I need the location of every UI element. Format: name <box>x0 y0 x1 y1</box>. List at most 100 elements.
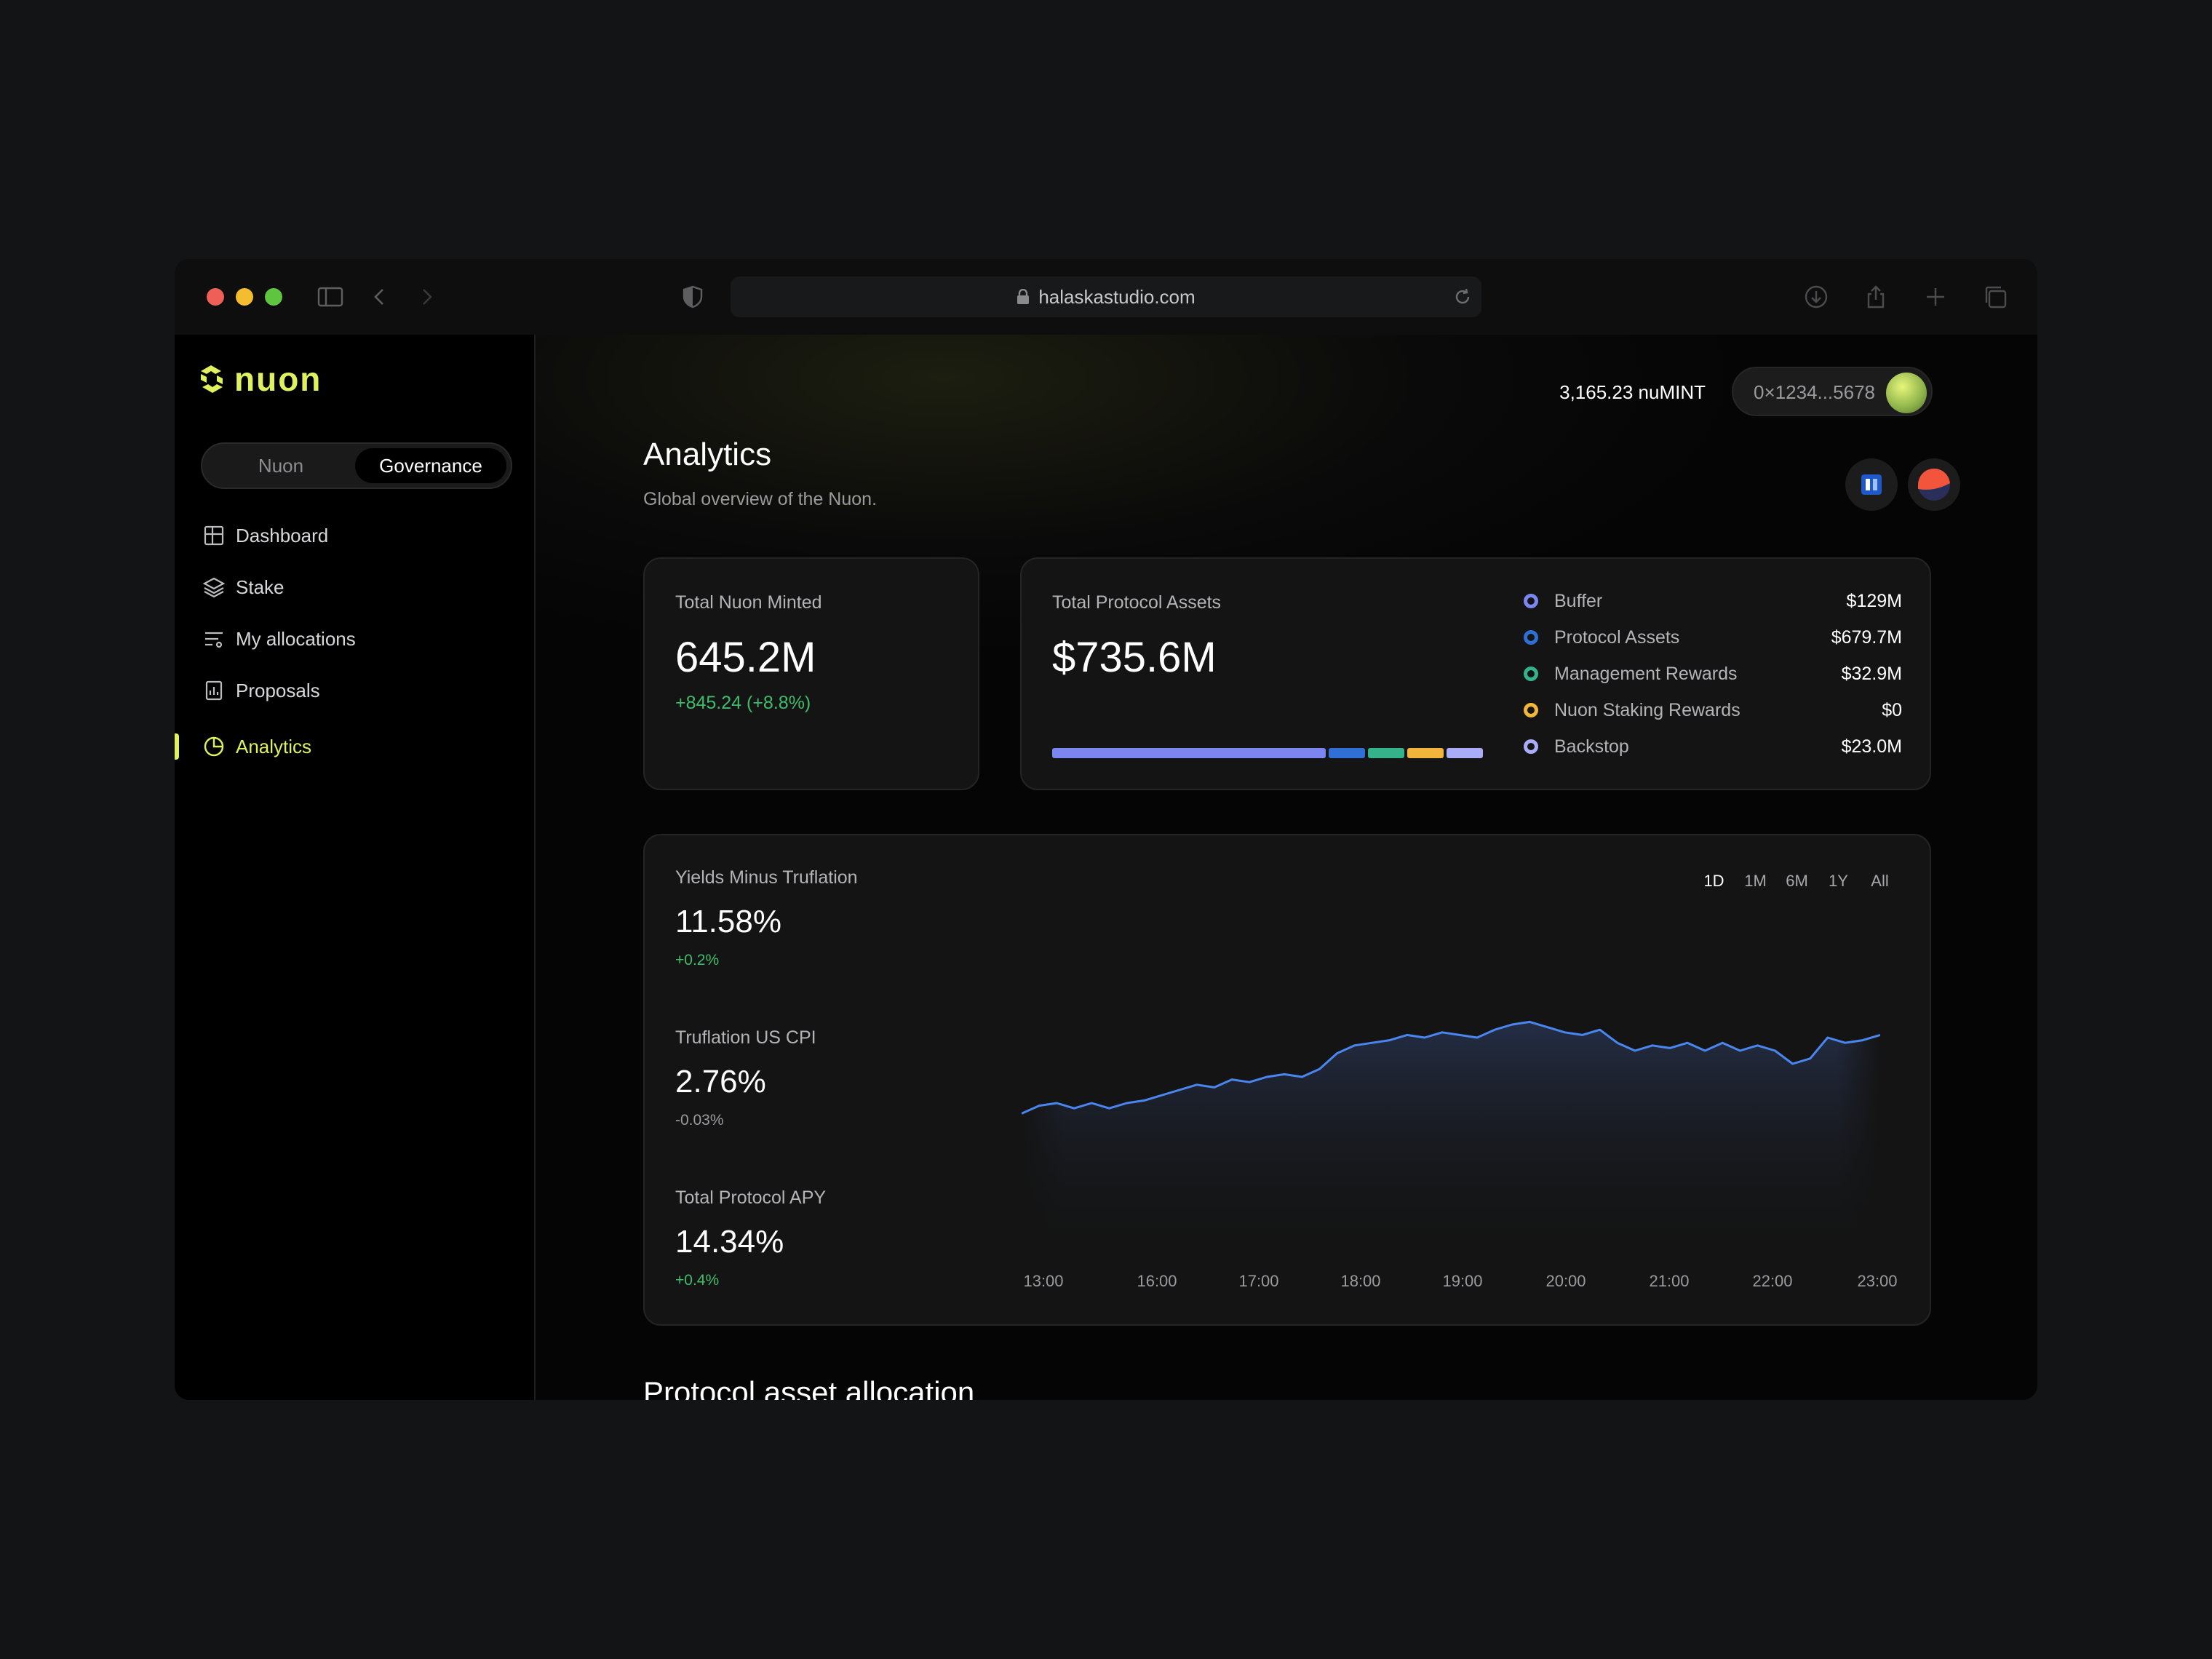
range-tabs: 1D 1M 6M 1Y All <box>1693 872 1901 891</box>
legend-value: $23.0M <box>1841 736 1902 757</box>
tab-6m[interactable]: 6M <box>1786 872 1808 890</box>
nuon-logo[interactable]: nuon <box>199 359 322 399</box>
metric-change: -0.03% <box>675 1112 724 1129</box>
tab-1y[interactable]: 1Y <box>1829 872 1848 890</box>
segment-nuon[interactable]: Nuon <box>258 454 304 477</box>
yields-card: Yields Minus Truflation 11.58% +0.2% Tru… <box>643 834 1931 1326</box>
grid-icon <box>204 525 224 546</box>
address-bar[interactable]: halaskastudio.com <box>731 276 1481 317</box>
layers-icon <box>202 577 226 598</box>
sidebar-item-proposals[interactable]: Proposals <box>175 669 536 712</box>
metric-label: Truflation US CPI <box>675 1027 816 1048</box>
metric-change: +0.4% <box>675 1272 720 1289</box>
download-icon[interactable] <box>1802 282 1831 311</box>
metric-change: +0.2% <box>675 952 720 968</box>
lock-icon <box>1017 289 1030 304</box>
sidebar-toggle-icon[interactable] <box>316 282 345 311</box>
wallet-avatar <box>1886 373 1927 413</box>
section-heading: Protocol asset allocation <box>643 1375 975 1400</box>
minted-card: Total Nuon Minted 645.2M +845.24 (+8.8%) <box>643 557 979 790</box>
legend-item: Management Rewards $32.9M <box>1524 658 1902 690</box>
legend-ring-icon <box>1524 630 1538 645</box>
legend-ring-icon <box>1524 703 1538 717</box>
browser-window: halaskastudio.com nuon Nuon <box>175 259 2037 1400</box>
legend-item: Buffer $129M <box>1524 585 1902 617</box>
tabs-overview-icon[interactable] <box>1981 282 2010 311</box>
wallet-address: 0×1234...5678 <box>1754 381 1875 403</box>
active-indicator <box>175 733 179 760</box>
sidebar-item-stake[interactable]: Stake <box>175 565 536 609</box>
minted-change: +845.24 (+8.8%) <box>675 693 811 713</box>
sidebar: nuon Nuon Governance Dashboard Stake My … <box>175 335 536 1400</box>
legend-value: $679.7M <box>1831 626 1902 648</box>
page-subtitle: Global overview of the Nuon. <box>643 489 878 509</box>
legend-name: Protocol Assets <box>1554 626 1680 648</box>
legend-item: Nuon Staking Rewards $0 <box>1524 694 1902 726</box>
forward-icon[interactable] <box>412 282 441 311</box>
protocol-assets-card: Total Protocol Assets $735.6M Buffer $129… <box>1020 557 1931 790</box>
token-balance: 3,165.23 nuMINT <box>1559 381 1706 403</box>
brand-wordmark: nuon <box>234 360 322 398</box>
legend-name: Management Rewards <box>1554 663 1738 684</box>
metric-value: 14.34% <box>675 1224 784 1260</box>
pie-icon <box>204 736 224 757</box>
sidebar-item-dashboard[interactable]: Dashboard <box>175 514 536 557</box>
maximize-window-button[interactable] <box>265 288 282 306</box>
legend-ring-icon <box>1524 739 1538 754</box>
list-icon <box>205 632 223 648</box>
sidebar-item-label: Analytics <box>236 735 312 757</box>
chain-icon <box>1918 469 1950 501</box>
sidebar-item-analytics[interactable]: Analytics <box>175 725 536 768</box>
x-tick-label: 18:00 <box>1340 1272 1381 1290</box>
close-window-button[interactable] <box>207 288 224 306</box>
x-tick-label: 19:00 <box>1442 1272 1483 1290</box>
new-tab-icon[interactable] <box>1921 282 1950 311</box>
assets-stacked-bar <box>1052 748 1484 758</box>
shield-icon[interactable] <box>678 282 707 311</box>
network-segmented-control: Nuon Governance <box>201 442 512 489</box>
legend-value: $32.9M <box>1841 663 1902 684</box>
metric-value: 2.76% <box>675 1064 766 1099</box>
bar-segment-buffer <box>1052 748 1326 758</box>
browser-toolbar: halaskastudio.com <box>175 259 2037 335</box>
chain-badge[interactable] <box>1908 458 1960 511</box>
main-content: 3,165.23 nuMINT 0×1234...5678 Analytics … <box>536 335 2037 1400</box>
back-icon[interactable] <box>365 282 394 311</box>
bar-segment-management-rewards <box>1368 748 1404 758</box>
legend-ring-icon <box>1524 594 1538 608</box>
tab-1d[interactable]: 1D <box>1703 872 1724 890</box>
tab-1m[interactable]: 1M <box>1744 872 1767 890</box>
reload-icon[interactable] <box>1451 285 1474 309</box>
minted-value: 645.2M <box>675 634 816 681</box>
minted-label: Total Nuon Minted <box>675 592 822 613</box>
x-tick-label: 23:00 <box>1857 1272 1898 1290</box>
network-badge[interactable] <box>1845 458 1898 511</box>
assets-label: Total Protocol Assets <box>1052 592 1222 613</box>
x-tick-label: 16:00 <box>1137 1272 1177 1290</box>
legend-item: Protocol Assets $679.7M <box>1524 621 1902 653</box>
metric-label: Yields Minus Truflation <box>675 867 858 888</box>
tab-all[interactable]: All <box>1871 872 1889 890</box>
segment-governance[interactable]: Governance <box>355 448 506 483</box>
legend-ring-icon <box>1524 667 1538 681</box>
token-icon <box>1861 474 1882 495</box>
x-tick-label: 22:00 <box>1752 1272 1793 1290</box>
page-title: Analytics <box>643 437 772 472</box>
minimize-window-button[interactable] <box>236 288 253 306</box>
x-tick-label: 20:00 <box>1545 1272 1586 1290</box>
sidebar-item-label: Dashboard <box>236 524 329 546</box>
legend-name: Nuon Staking Rewards <box>1554 699 1740 720</box>
legend-item: Backstop $23.0M <box>1524 731 1902 763</box>
sidebar-item-my-allocations[interactable]: My allocations <box>175 617 536 661</box>
nuon-logo-icon <box>201 365 223 393</box>
legend-value: $0 <box>1882 699 1902 720</box>
x-tick-label: 21:00 <box>1649 1272 1690 1290</box>
wallet-button[interactable]: 0×1234...5678 <box>1732 367 1933 416</box>
x-tick-label: 13:00 <box>1023 1272 1064 1290</box>
metric-label: Total Protocol APY <box>675 1187 827 1208</box>
bar-segment-staking-rewards <box>1407 748 1444 758</box>
metric-value: 11.58% <box>675 904 781 939</box>
share-icon[interactable] <box>1861 282 1890 311</box>
legend-name: Buffer <box>1554 590 1603 611</box>
report-icon <box>205 680 223 701</box>
